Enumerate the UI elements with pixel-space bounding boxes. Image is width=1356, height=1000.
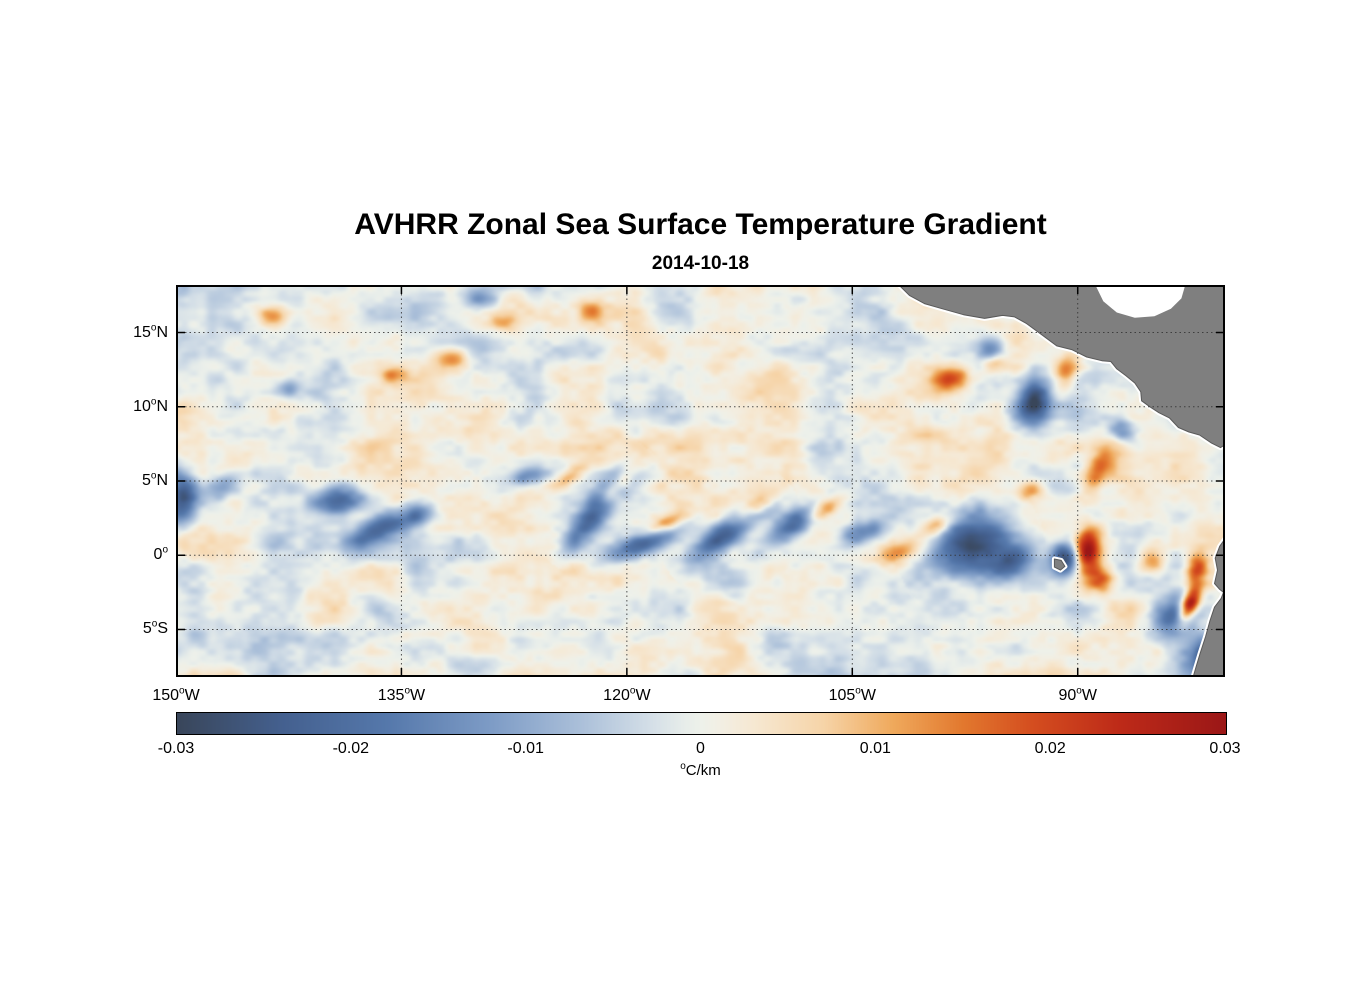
y-tick-label: 0o — [153, 544, 168, 564]
galapagos-islands — [1053, 558, 1066, 571]
south-america — [1192, 537, 1225, 677]
y-tick-label: 15oN — [133, 322, 168, 341]
colorbar-tick-label: -0.01 — [507, 740, 544, 757]
caribbean-sea — [1095, 285, 1186, 318]
colorbar-tick-label: -0.03 — [157, 740, 195, 757]
y-tick-label: 5oS — [142, 619, 168, 638]
colorbar-tick-label: 0.01 — [859, 740, 891, 757]
map-plot — [176, 285, 1225, 677]
colorbar-gradient — [177, 713, 1226, 734]
map-overlay — [176, 285, 1225, 677]
colorbar-tick-label: -0.02 — [332, 740, 370, 757]
colorbar-unit-label: oC/km — [680, 761, 721, 780]
y-tick-label: 5oN — [141, 470, 168, 489]
colorbar-tick-label: 0.02 — [1034, 740, 1066, 757]
y-tick-label: 10oN — [133, 396, 168, 415]
central-america — [898, 285, 1225, 449]
gridlines — [176, 285, 1225, 677]
chart-title: AVHRR Zonal Sea Surface Temperature Grad… — [354, 208, 1047, 241]
colorbar — [176, 712, 1227, 735]
colorbar-tick-label: 0 — [696, 740, 705, 757]
colorbar-tick-label: 0.03 — [1209, 740, 1241, 757]
x-tick-label: 150oW — [152, 685, 200, 704]
x-tick-label: 120oW — [603, 685, 651, 704]
axis-ticks — [176, 287, 1223, 675]
chart-date: 2014-10-18 — [651, 253, 750, 274]
land-region — [895, 285, 1225, 677]
x-tick-label: 135oW — [377, 685, 426, 704]
axes-frame — [176, 285, 1225, 677]
x-tick-label: 105oW — [828, 685, 876, 704]
x-tick-label: 90oW — [1058, 685, 1097, 704]
